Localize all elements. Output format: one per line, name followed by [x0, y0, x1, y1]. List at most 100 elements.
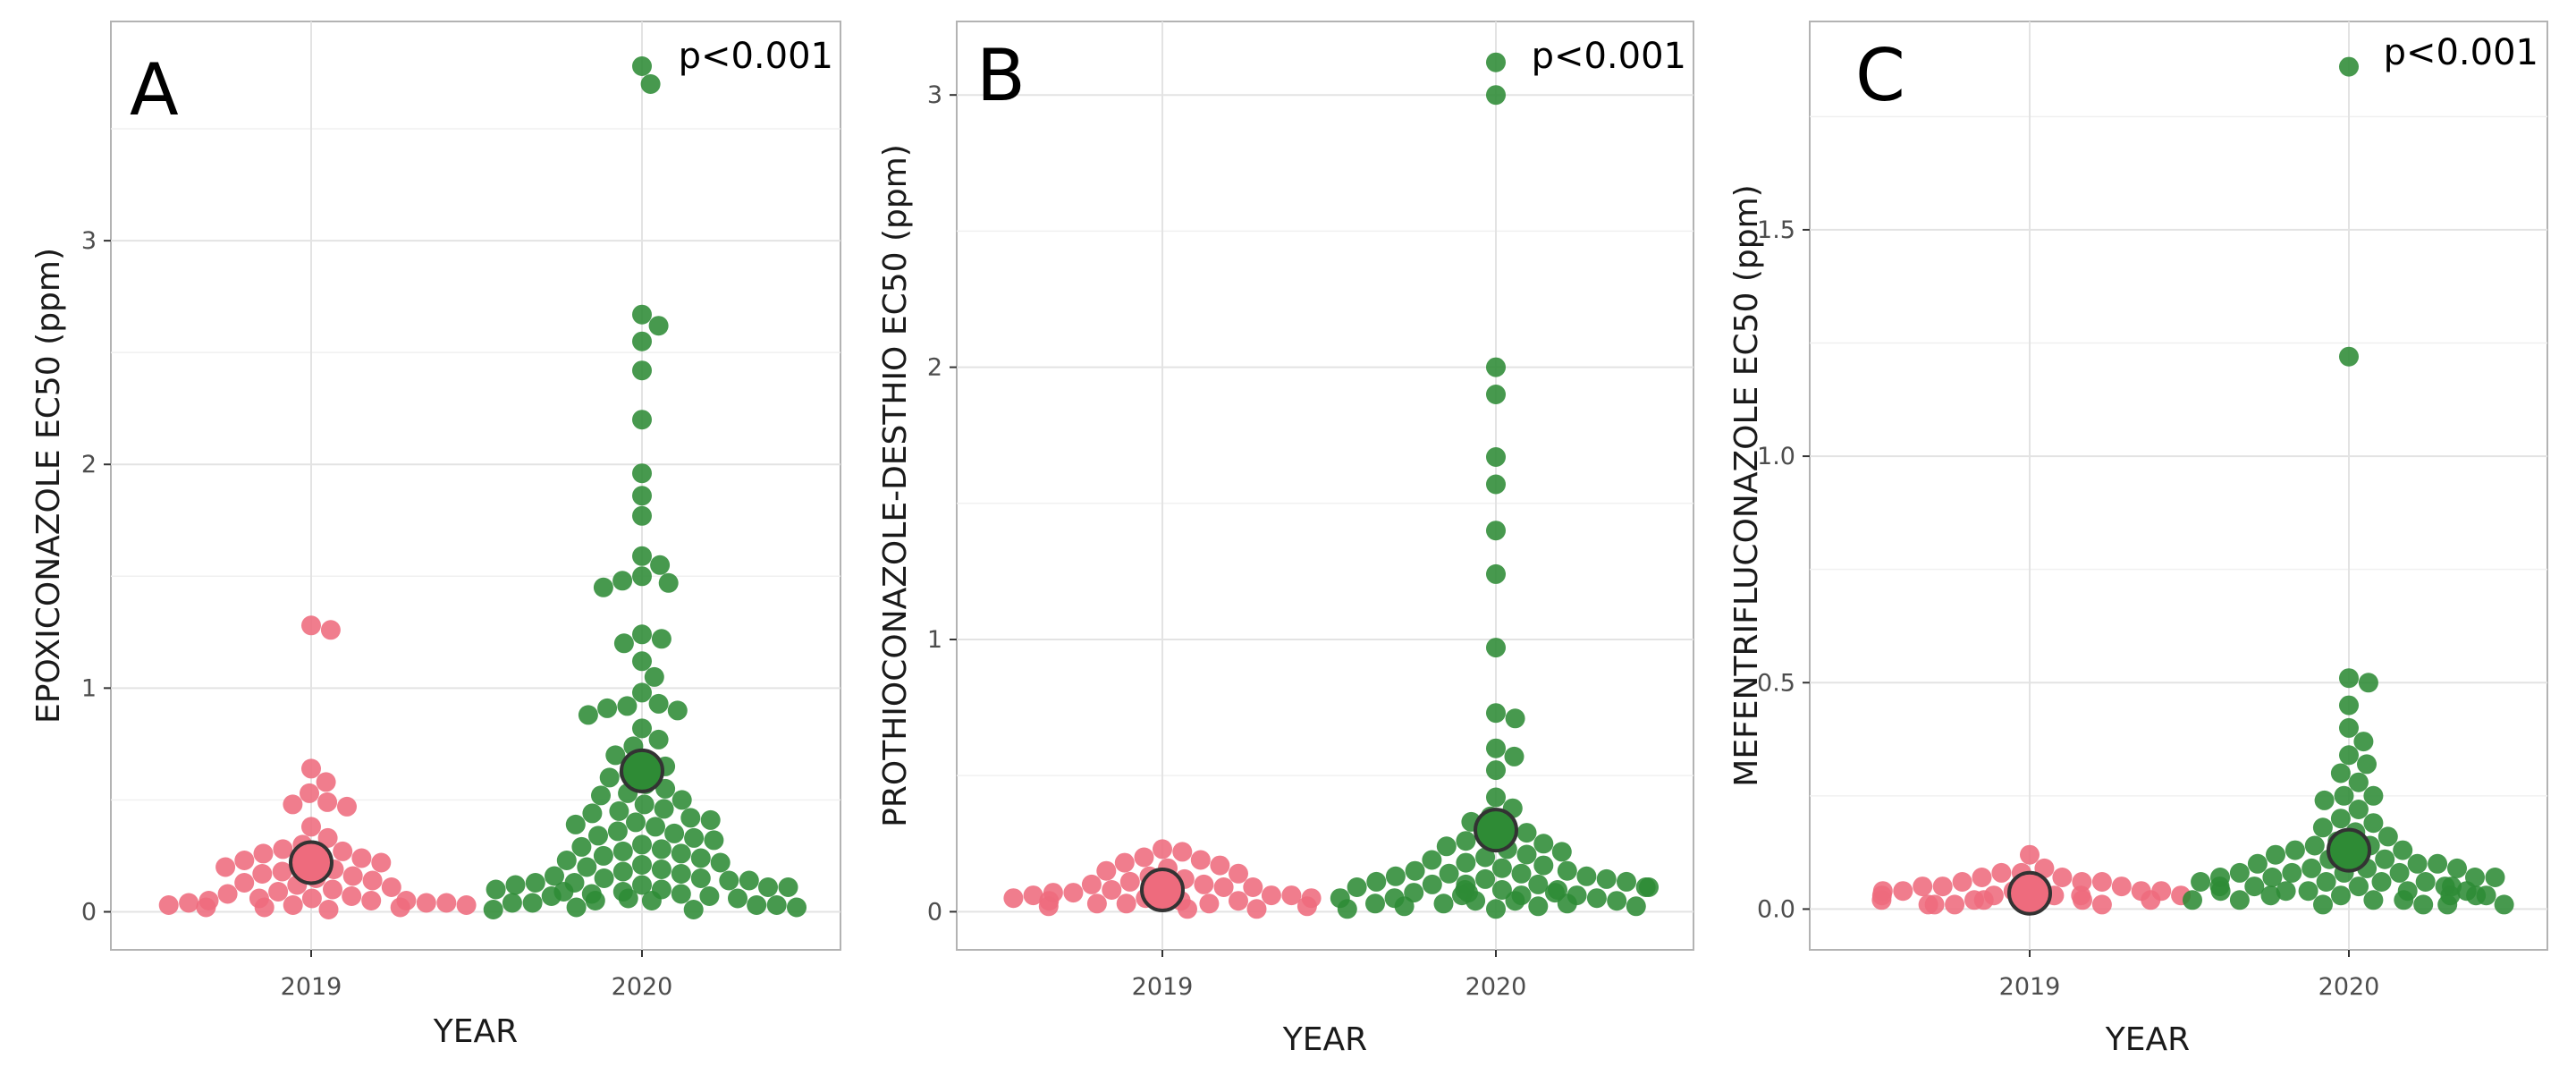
- panel-a-point-2019: [218, 885, 238, 904]
- panel-c-point-2019: [1919, 894, 1938, 914]
- panel-a-point-2019: [382, 877, 401, 897]
- panel-c-point-2020: [2339, 696, 2359, 716]
- panel-a-point-2020: [608, 821, 628, 841]
- panel-a-point-2020: [484, 900, 503, 919]
- panel-b-point-2019: [1172, 842, 1192, 861]
- panel-b-point-2020: [1440, 864, 1459, 884]
- panel-a-point-2020: [632, 56, 652, 76]
- panel-c-point-2020: [2211, 881, 2231, 901]
- panel-c-point-2020: [2299, 881, 2318, 901]
- panel-a-point-2019: [371, 853, 391, 873]
- panel-a-point-2020: [635, 794, 655, 814]
- panel-a-point-2019: [391, 898, 410, 918]
- panel-b-point-2020: [1386, 867, 1406, 886]
- panel-b-point-2020: [1486, 358, 1506, 377]
- panel-a-point-2020: [632, 682, 652, 702]
- panel-c-point-2020: [2393, 841, 2412, 860]
- panel-c-point-2020: [2486, 868, 2505, 887]
- panel-a-point-2020: [632, 305, 652, 325]
- panel-b-point-2020: [1486, 564, 1506, 584]
- panel-a-point-2020: [542, 886, 562, 906]
- panel-c-point-2020: [2413, 894, 2433, 914]
- panel-a-point-2020: [641, 74, 661, 94]
- panel-c-point-2019: [1972, 868, 1992, 887]
- panel-a-point-2019: [254, 843, 274, 863]
- panel-b-point-2019: [1082, 875, 1102, 894]
- panel-a-point-2020: [645, 667, 664, 687]
- panel-b-x-axis-title: YEAR: [1282, 1021, 1367, 1058]
- panel-a-point-2020: [632, 624, 652, 644]
- panel-c-point-2019: [2092, 872, 2112, 892]
- panel-c-point-2020: [2339, 745, 2359, 765]
- panel-a-point-2020: [632, 718, 652, 738]
- panel-b-point-2019: [1096, 861, 1116, 881]
- panel-b-point-2019: [1135, 848, 1154, 868]
- panel-b-point-2019: [1153, 839, 1172, 859]
- panel-b-point-2019: [1117, 893, 1136, 913]
- panel-b-point-2019: [1243, 877, 1263, 897]
- panel-b-point-2019: [1003, 888, 1023, 908]
- panel-a-point-2019: [234, 873, 254, 893]
- panel-a-point-2020: [506, 876, 526, 895]
- panel-b-point-2019: [1229, 864, 1248, 884]
- panel-a-point-2020: [758, 877, 778, 897]
- panel-b-point-2019: [1194, 875, 1213, 894]
- panel-b-point-2020: [1486, 899, 1506, 919]
- panel-b-y-tick-label: 1: [927, 626, 942, 654]
- panel-b-x-tick-2020: 2020: [1465, 973, 1527, 1001]
- panel-b-point-2020: [1366, 872, 1386, 892]
- panel-a-point-2020: [597, 699, 617, 718]
- panel-b-point-2020: [1475, 869, 1495, 889]
- panel-c-point-2019: [1871, 890, 1891, 910]
- panel-b-point-2020: [1486, 703, 1506, 723]
- panel-b-point-2020: [1533, 834, 1553, 853]
- panel-a-point-2019: [457, 895, 477, 915]
- panel-c-point-2020: [2248, 854, 2268, 874]
- panel-b-point-2020: [1576, 867, 1596, 886]
- panel-a-y-tick-label: 3: [81, 227, 97, 255]
- panel-a-point-2020: [594, 578, 613, 597]
- panel-b-y-tick-label: 2: [927, 354, 942, 382]
- panel-c-point-2020: [2394, 890, 2413, 910]
- panel-b-point-2020: [1423, 875, 1442, 894]
- panel-c-point-2020: [2349, 876, 2369, 896]
- panel-a-letter: A: [130, 48, 179, 131]
- panel-c-point-2019: [1933, 876, 1953, 896]
- panel-b-point-2020: [1365, 893, 1385, 913]
- panel-a-point-2020: [680, 808, 700, 827]
- panel-c-y-tick-label: 0.0: [1757, 895, 1795, 923]
- panel-a-point-2019: [255, 898, 274, 918]
- figure: 0123 2019 2020 A p<0.001 YEAR EPOXICONAZ…: [0, 0, 2576, 1067]
- panel-a-x-axis-title: YEAR: [433, 1013, 518, 1050]
- panel-c-point-2020: [2495, 894, 2514, 914]
- panel-a-point-2019: [268, 882, 288, 902]
- panel-b-point-2020: [1486, 475, 1506, 495]
- panel-a-point-2020: [655, 799, 674, 818]
- panel-a-point-2020: [649, 694, 669, 714]
- panel-b-point-2020: [1639, 877, 1659, 897]
- panel-a-point-2020: [699, 886, 719, 906]
- panel-a-point-2020: [612, 571, 632, 590]
- panel-c-p-value: p<0.001: [2384, 32, 2538, 73]
- panel-a-point-2020: [671, 864, 691, 884]
- panel-c-point-2020: [2331, 764, 2351, 783]
- panel-c-point-2020: [2339, 57, 2359, 77]
- panel-a-point-2019: [321, 620, 341, 639]
- panel-a-point-2020: [577, 858, 596, 877]
- panel-a-point-2019: [179, 893, 198, 913]
- panel-c-point-2019: [2141, 890, 2160, 910]
- panel-c-point-2019: [2092, 894, 2112, 914]
- panel-a-point-2020: [588, 826, 608, 845]
- panel-b-point-2020: [1406, 861, 1425, 881]
- panel-c-point-2020: [2313, 894, 2333, 914]
- panel-a-point-2019: [363, 871, 383, 891]
- panel-c-point-2019: [2020, 845, 2040, 865]
- panel-c-point-2020: [2191, 872, 2210, 892]
- panel-c-point-2020: [2230, 863, 2250, 883]
- panel-b-point-2020: [1558, 893, 1577, 913]
- panel-a-point-2020: [747, 895, 766, 915]
- panel-b-point-2019: [1262, 885, 1281, 905]
- panel-c-x-tick-2019: 2019: [1999, 973, 2061, 1001]
- panel-a-point-2019: [351, 849, 371, 868]
- panel-a-point-2020: [659, 573, 679, 593]
